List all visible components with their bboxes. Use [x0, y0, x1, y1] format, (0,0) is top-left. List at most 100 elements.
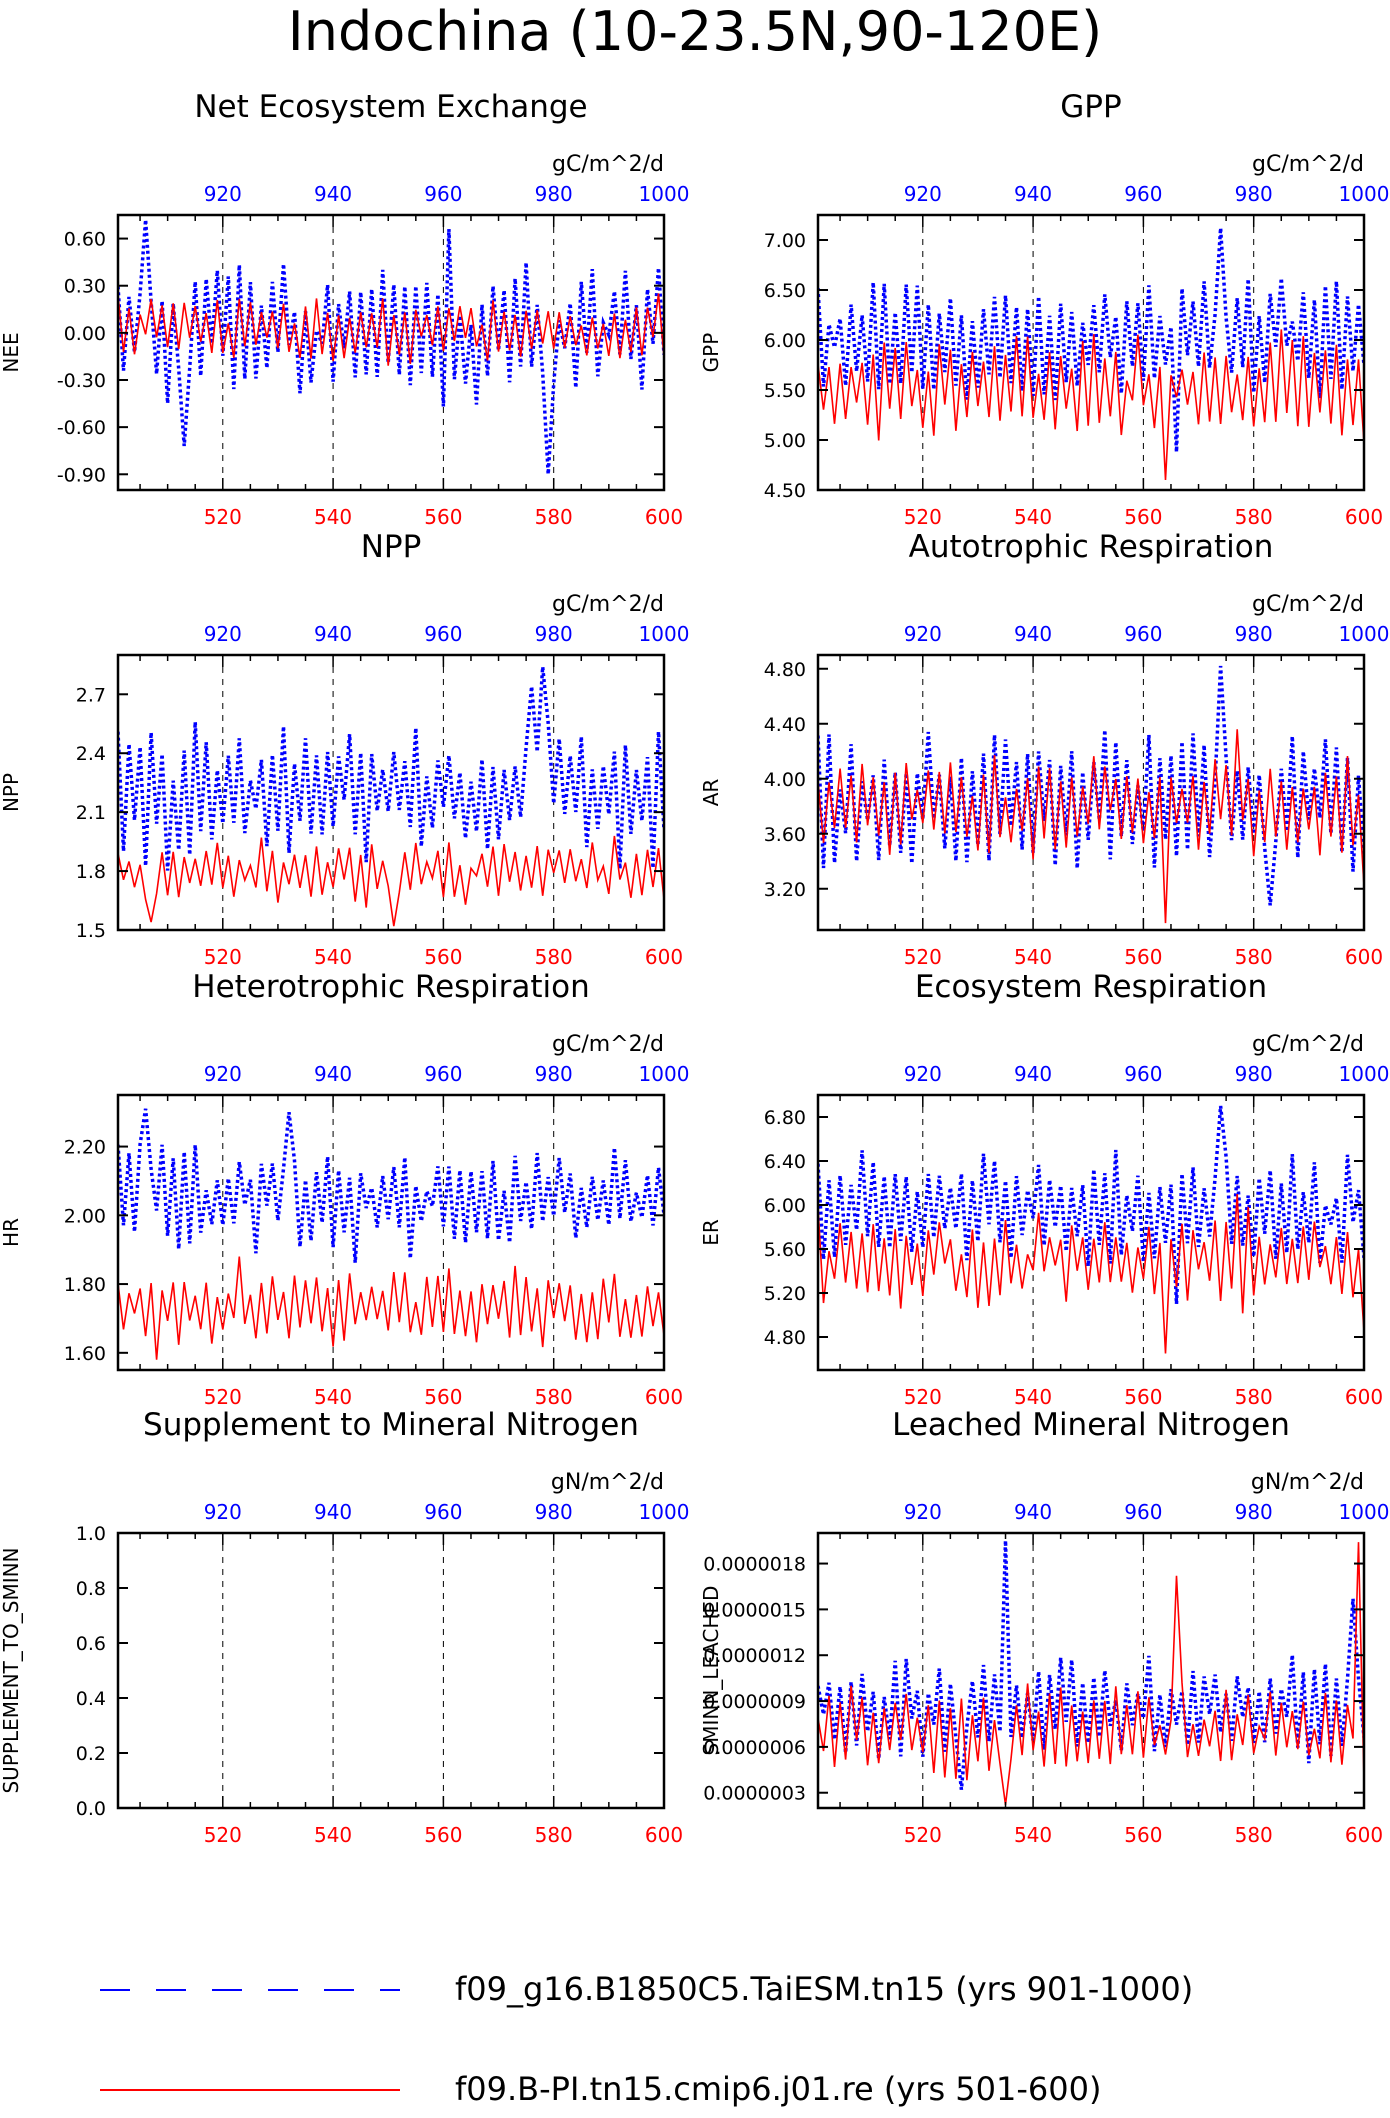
x-top-tick-label: 920 [204, 1500, 242, 1524]
x-bottom-tick-label: 540 [1014, 1385, 1052, 1409]
x-top-tick-label: 980 [535, 622, 573, 646]
y-axis-label: AR [699, 779, 723, 807]
y-tick-label: -0.60 [57, 417, 106, 439]
x-bottom-tick-label: 560 [424, 1385, 462, 1409]
series-line-red [118, 1256, 664, 1360]
y-tick-label: 0.0000012 [703, 1645, 806, 1667]
x-bottom-tick-label: 540 [1014, 505, 1052, 529]
series-line-blue [818, 665, 1364, 906]
y-tick-label: 7.00 [764, 230, 806, 252]
x-bottom-tick-label: 520 [904, 505, 942, 529]
x-top-tick-label: 1000 [639, 1500, 690, 1524]
y-tick-label: 4.50 [764, 480, 806, 502]
y-tick-label: 4.80 [764, 1327, 806, 1349]
units-label: gN/m^2/d [1251, 1470, 1364, 1495]
y-tick-label: 6.00 [764, 330, 806, 352]
y-tick-label: 0.0000006 [703, 1737, 806, 1759]
x-top-tick-label: 1000 [639, 1062, 690, 1086]
x-bottom-tick-label: 580 [535, 1823, 573, 1847]
x-top-tick-label: 920 [204, 1062, 242, 1086]
units-label: gC/m^2/d [552, 592, 664, 617]
x-top-tick-label: 980 [1235, 1500, 1273, 1524]
y-tick-label: 0.8 [76, 1578, 106, 1600]
x-bottom-tick-label: 560 [1124, 505, 1162, 529]
x-bottom-tick-label: 600 [645, 945, 683, 969]
x-top-tick-label: 1000 [1339, 1062, 1390, 1086]
y-axis-label: GPP [699, 333, 723, 373]
y-tick-label: 5.20 [764, 1283, 806, 1305]
x-bottom-tick-label: 600 [645, 505, 683, 529]
panel-nee: Net Ecosystem Exchange gC/m^2/d NEE 0.60 0.3… [0, 89, 689, 529]
panel-title: NPP [361, 529, 422, 565]
y-axis-label: SMINN_LEACHED [699, 1586, 723, 1756]
plot-frame [116, 213, 666, 492]
y-axis-label: ER [699, 1219, 723, 1246]
y-tick-label: 2.00 [64, 1205, 106, 1227]
panel-title: Heterotrophic Respiration [192, 969, 589, 1005]
series-line-blue [118, 666, 664, 871]
series-line-blue [818, 1540, 1364, 1790]
x-bottom-tick-label: 520 [204, 1385, 242, 1409]
x-top-tick-label: 920 [904, 182, 942, 206]
x-top-tick-label: 980 [1235, 1062, 1273, 1086]
y-axis-label: NPP [0, 773, 23, 812]
x-bottom-tick-label: 580 [1235, 1385, 1273, 1409]
units-label: gC/m^2/d [1252, 592, 1364, 617]
series-line-red [118, 835, 664, 927]
x-top-tick-label: 940 [314, 622, 352, 646]
units-label: gC/m^2/d [1252, 1032, 1364, 1057]
x-bottom-tick-label: 540 [1014, 945, 1052, 969]
y-tick-label: 0.2 [76, 1743, 106, 1765]
y-tick-label: 0.0000018 [703, 1554, 806, 1576]
x-bottom-tick-label: 520 [204, 505, 242, 529]
units-label: gN/m^2/d [551, 1470, 664, 1495]
units-label: gC/m^2/d [1252, 152, 1364, 177]
panel-er: Ecosystem Respiration gC/m^2/d ER 6.80 6.40 6… [699, 969, 1389, 1409]
y-tick-label: 5.50 [764, 380, 806, 402]
x-bottom-tick-label: 520 [904, 1385, 942, 1409]
x-top-tick-label: 980 [1235, 182, 1273, 206]
x-bottom-tick-label: 580 [1235, 1823, 1273, 1847]
plot-frame [816, 1531, 1366, 1810]
x-top-tick-label: 920 [204, 182, 242, 206]
plot-frame [816, 653, 1366, 932]
panel-gpp: GPP gC/m^2/d GPP 7.00 6.50 6.00 5.50 5.00 4.50 52… [699, 89, 1389, 529]
x-top-tick-label: 940 [1014, 182, 1052, 206]
x-top-tick-label: 960 [424, 1500, 462, 1524]
y-axis-label: SUPPLEMENT_TO_SMINN [0, 1547, 23, 1793]
x-top-tick-label: 960 [424, 182, 462, 206]
x-bottom-tick-label: 600 [1345, 505, 1383, 529]
panel-title: GPP [1060, 89, 1121, 125]
x-bottom-tick-label: 580 [1235, 945, 1273, 969]
y-tick-label: 5.00 [764, 430, 806, 452]
x-top-tick-label: 960 [1124, 1500, 1162, 1524]
x-bottom-tick-label: 540 [1014, 1823, 1052, 1847]
y-tick-label: 1.8 [76, 861, 106, 883]
x-top-tick-label: 940 [314, 1062, 352, 1086]
y-tick-label: 1.60 [64, 1343, 106, 1365]
x-top-tick-label: 1000 [1339, 1500, 1390, 1524]
panel-sminn-leached: Leached Mineral Nitrogen gN/m^2/d SMINN_LE… [699, 1407, 1389, 1847]
series-line-red [818, 1542, 1364, 1806]
x-bottom-tick-label: 520 [204, 1823, 242, 1847]
y-tick-label: 0.4 [76, 1688, 106, 1710]
x-top-tick-label: 980 [535, 1062, 573, 1086]
y-tick-label: 1.80 [64, 1274, 106, 1296]
x-bottom-tick-label: 540 [314, 1385, 352, 1409]
x-bottom-tick-label: 520 [204, 945, 242, 969]
x-bottom-tick-label: 600 [645, 1385, 683, 1409]
x-top-tick-label: 980 [535, 1500, 573, 1524]
panel-title: Ecosystem Respiration [915, 969, 1267, 1005]
y-tick-label: 2.4 [76, 743, 106, 765]
x-top-tick-label: 940 [1014, 1500, 1052, 1524]
series-line-blue [818, 1105, 1364, 1305]
y-tick-label: 2.20 [64, 1137, 106, 1159]
panel-supplement-to-sminn: Supplement to Mineral Nitrogen gN/m^2/d SU… [0, 1407, 689, 1847]
x-top-tick-label: 940 [314, 182, 352, 206]
y-tick-label: -0.30 [57, 370, 106, 392]
y-tick-label: 6.50 [764, 280, 806, 302]
x-bottom-tick-label: 580 [535, 945, 573, 969]
x-top-tick-label: 1000 [639, 182, 690, 206]
plot-frame [116, 653, 666, 932]
